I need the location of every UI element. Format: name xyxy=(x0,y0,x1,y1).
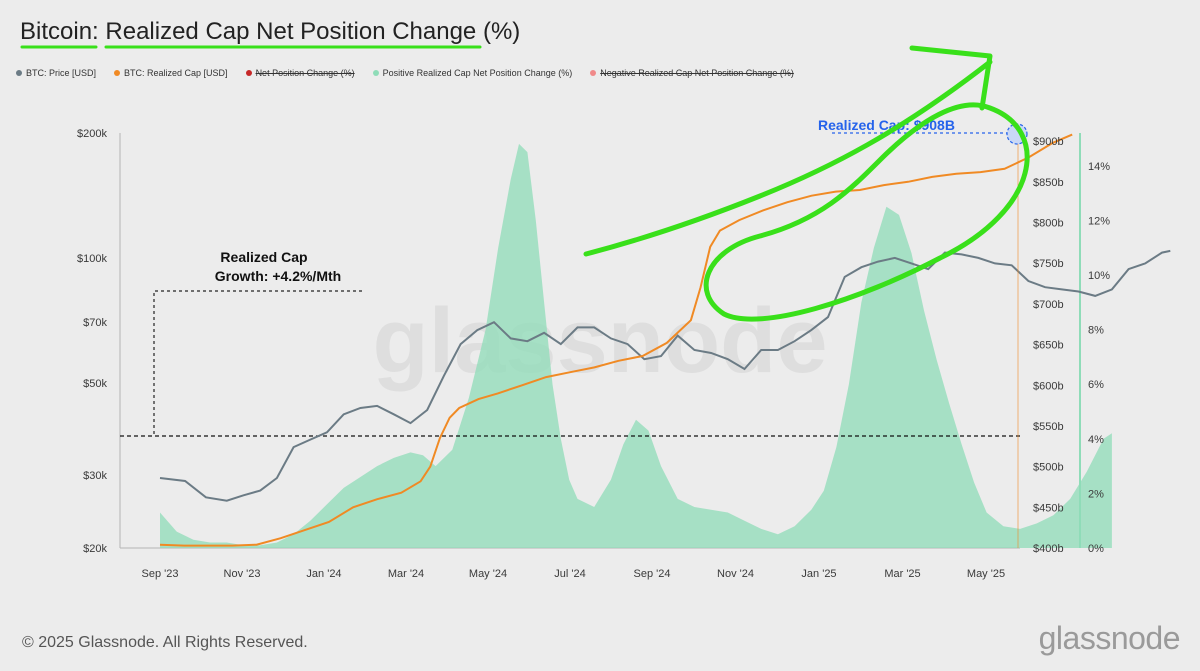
growth-label-line2: Growth: +4.2%/Mth xyxy=(215,268,341,284)
percent-tick-label: 10% xyxy=(1088,270,1110,282)
realized-cap-tick-label: $550b xyxy=(1033,421,1064,433)
legend-label: Net Position Change (%) xyxy=(255,68,355,78)
legend-swatch-net-position-change xyxy=(245,70,252,76)
price-tick-label: $100k xyxy=(77,253,107,265)
legend-label: Negative Realized Cap Net Position Chang… xyxy=(600,68,794,78)
price-tick-label: $200k xyxy=(77,128,107,140)
chart-title: Bitcoin: Realized Cap Net Position Chang… xyxy=(20,18,521,45)
percent-tick-label: 2% xyxy=(1088,488,1104,500)
percent-tick-label: 4% xyxy=(1088,434,1104,446)
legend-swatch-positive-change xyxy=(372,70,379,76)
title-main: Realized Cap Net Position Change xyxy=(105,18,477,45)
copyright-footer: © 2025 Glassnode. All Rights Reserved. xyxy=(22,634,308,651)
x-tick-label: Sep '23 xyxy=(142,568,179,580)
realized-cap-line xyxy=(159,133,1073,547)
realized-cap-tick-label: $500b xyxy=(1033,462,1064,474)
x-tick-label: Jan '25 xyxy=(801,568,836,580)
price-tick-label: $20k xyxy=(83,543,107,555)
x-tick-label: Nov '24 xyxy=(717,568,754,580)
legend-item-net-position-change[interactable]: Net Position Change (%) xyxy=(245,68,355,78)
legend-item-negative-change[interactable]: Negative Realized Cap Net Position Chang… xyxy=(590,68,794,78)
percent-tick-label: 6% xyxy=(1088,379,1104,391)
x-tick-label: Mar '25 xyxy=(884,568,920,580)
x-tick-label: Sep '24 xyxy=(634,568,671,580)
legend-item-realized-cap[interactable]: BTC: Realized Cap [USD] xyxy=(114,68,228,78)
x-tick-label: Mar '24 xyxy=(388,568,424,580)
realized-cap-tick-label: $750b xyxy=(1033,258,1064,270)
realized-cap-tick-label: $600b xyxy=(1033,380,1064,392)
realized-cap-label: Realized Cap: $908B xyxy=(818,117,955,133)
green-circle-annotation xyxy=(703,102,1030,322)
price-tick-label: $70k xyxy=(83,317,107,329)
realized-cap-tick-label: $650b xyxy=(1033,340,1064,352)
realized-cap-tick-label: $450b xyxy=(1033,502,1064,514)
legend-label: Positive Realized Cap Net Position Chang… xyxy=(382,68,573,78)
legend-swatch-negative-change xyxy=(590,70,597,76)
price-tick-label: $50k xyxy=(83,378,107,390)
percent-tick-label: 12% xyxy=(1088,215,1110,227)
title-prefix: Bitcoin xyxy=(20,18,93,45)
legend-swatch-realized-cap xyxy=(114,70,121,76)
percent-tick-label: 0% xyxy=(1088,543,1104,555)
realized-cap-tick-label: $850b xyxy=(1033,177,1064,189)
legend-item-positive-change[interactable]: Positive Realized Cap Net Position Chang… xyxy=(372,68,573,78)
green-arrow-head xyxy=(909,45,993,111)
green-arrow-stroke xyxy=(583,59,993,257)
percent-tick-label: 8% xyxy=(1088,325,1104,337)
x-tick-label: Jan '24 xyxy=(306,568,341,580)
x-tick-label: Nov '23 xyxy=(224,568,261,580)
title-suffix: (%) xyxy=(482,18,521,45)
price-tick-label: $30k xyxy=(83,470,107,482)
growth-label-line1: Realized Cap xyxy=(220,249,307,265)
legend-label: BTC: Price [USD] xyxy=(26,68,97,78)
realized-cap-tick-label: $900b xyxy=(1033,136,1064,148)
legend: BTC: Price [USD] BTC: Realized Cap [USD]… xyxy=(16,68,794,78)
growth-bracket xyxy=(153,290,362,434)
glassnode-logo: glassnode xyxy=(1038,620,1181,656)
realized-cap-tick-label: $800b xyxy=(1033,218,1064,230)
price-line xyxy=(159,249,1171,502)
realized-cap-tick-label: $400b xyxy=(1033,543,1064,555)
legend-label: BTC: Realized Cap [USD] xyxy=(124,68,228,78)
positive-change-area xyxy=(160,143,1112,548)
legend-item-price[interactable]: BTC: Price [USD] xyxy=(16,68,96,78)
x-tick-label: May '25 xyxy=(967,568,1005,580)
glassnode-watermark: glassnode xyxy=(372,290,827,392)
legend-swatch-price xyxy=(16,70,22,76)
x-tick-label: Jul '24 xyxy=(554,568,585,580)
x-tick-label: May '24 xyxy=(469,568,507,580)
percent-tick-label: 14% xyxy=(1088,161,1110,173)
realized-cap-tick-label: $700b xyxy=(1033,299,1064,311)
